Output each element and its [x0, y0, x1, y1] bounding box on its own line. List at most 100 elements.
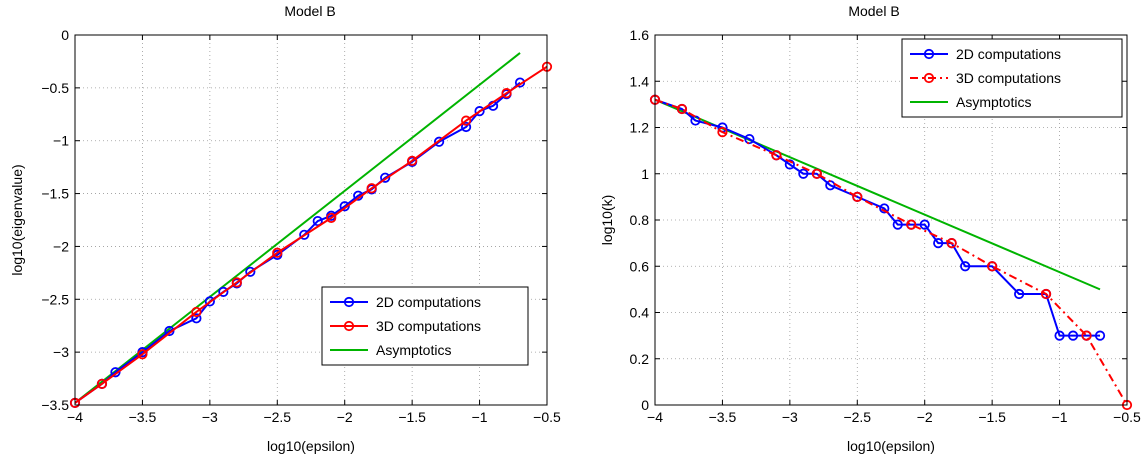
chart-left-ytick-label: −3.5 [41, 397, 69, 413]
chart-left-axes-box [74, 34, 548, 406]
chart-left-legend-marker-3d-computations [343, 320, 355, 332]
chart-right: Model B −4 −3.5 −3 −2.5 −2 −1.5 −1 −0.5 0 0.2 0.4 0… [599, 3, 1141, 454]
chart-left-point-3d-computations [460, 115, 472, 126]
chart-right-point-2d-computations [960, 261, 971, 272]
chart-right-point-3d-computations [676, 103, 688, 115]
chart-left-point-2d-computations [339, 201, 350, 212]
chart-right-xtick-label: −2 [917, 409, 933, 425]
chart-left-point-3d-computations [501, 88, 512, 99]
chart-left-point-2d-computations [460, 121, 472, 133]
chart-right-point-2d-computations [1094, 330, 1106, 341]
chart-right-title: Model B [848, 3, 899, 19]
chart-left-point-3d-computations [137, 349, 148, 360]
chart-right-point-2d-computations [879, 203, 890, 214]
chart-right-point-2d-computations [784, 159, 795, 170]
chart-right-point-2d-computations [798, 168, 809, 179]
chart-left-xtick-label: −2 [337, 409, 353, 425]
chart-left-point-2d-computations [380, 172, 391, 183]
chart-left-point-2d-computations [110, 367, 121, 378]
chart-left-legend-label-3d-computations: 3D computations [376, 318, 481, 334]
chart-right-point-3d-computations [946, 238, 957, 249]
chart-right-ytick-label: 0.6 [630, 258, 650, 274]
chart-right-series-3d-computations [649, 94, 1133, 411]
chart-right-ytick-label: 1 [641, 166, 649, 182]
chart-right-legend-label-asymptotics: Asymptotics [956, 94, 1031, 110]
chart-left-point-2d-computations [299, 229, 310, 240]
chart-right-point-3d-computations [717, 127, 728, 138]
chart-left-point-3d-computations [191, 306, 202, 318]
chart-left-point-2d-computations [245, 266, 256, 277]
chart-left-series-line-asymptotics [74, 52, 521, 404]
chart-right-ylabel: log10(k) [599, 195, 615, 246]
chart-right-point-3d-computations [1040, 288, 1052, 300]
chart-right-xtick-label: −1 [1052, 409, 1068, 425]
chart-right-point-3d-computations [906, 219, 917, 230]
chart-right-xtick-label: −0.5 [1113, 409, 1141, 425]
chart-left-point-3d-computations [272, 247, 283, 258]
chart-left-series-line-2d-computations [74, 81, 521, 404]
chart-right-point-3d-computations [771, 150, 782, 161]
chart-right-point-2d-computations [919, 219, 930, 230]
chart-right-xtick-label: −3 [782, 409, 798, 425]
chart-right-point-3d-computations [852, 191, 863, 202]
chart-right-point-2d-computations [1014, 288, 1025, 300]
chart-right-legend-box [901, 38, 1123, 118]
chart-right-ytick-label: 1.2 [630, 120, 650, 136]
chart-right-point-2d-computations [933, 238, 944, 249]
chart-right-point-2d-computations [892, 219, 903, 230]
chart-left-point-2d-computations [191, 313, 202, 324]
chart-right-ytick-label: 0.4 [630, 305, 650, 321]
chart-right-xtick-label: −2.5 [843, 409, 871, 425]
chart-left-point-2d-computations [204, 296, 215, 307]
chart-right-legend-marker-3d-computations [923, 72, 935, 84]
chart-right-ytick-label: 1.4 [630, 73, 650, 89]
chart-right-xtick-label: −1.5 [978, 409, 1006, 425]
chart-left-ytick-label: −1.5 [41, 186, 69, 202]
chart-left-title: Model B [284, 3, 335, 19]
chart-right-ytick-label: 0.2 [630, 351, 650, 367]
chart-right-point-3d-computations [987, 261, 998, 272]
chart-left-ytick-label: −3 [53, 344, 69, 360]
chart-right-xtick-label: −3.5 [709, 409, 737, 425]
chart-left-point-3d-computations [366, 183, 377, 194]
chart-left-ytick-label: 0 [61, 27, 69, 43]
chart-left-xtick-label: −3 [202, 409, 218, 425]
chart-left-series-asymptotics [74, 52, 521, 404]
chart-left-xtick-label: −0.5 [533, 409, 561, 425]
chart-right-series-line-3d-computations [654, 98, 1128, 406]
chart-right-point-3d-computations [811, 168, 822, 179]
chart-left-point-3d-computations [407, 155, 418, 166]
chart-left-point-3d-computations [326, 212, 337, 223]
chart-left-xlabel: log10(epsilon) [267, 438, 355, 454]
chart-right-point-2d-computations [1067, 330, 1079, 341]
chart-right-ytick-label: 1.6 [630, 27, 650, 43]
chart-left-xtick-label: −1 [472, 409, 488, 425]
chart-left-xtick-label: −2.5 [263, 409, 291, 425]
chart-right-ytick-label: 0.8 [630, 212, 650, 228]
chart-left-series-line-3d-computations [74, 65, 548, 404]
chart-right-legend-marker-2d-computations [923, 48, 935, 60]
chart-left-ytick-label: −2.5 [41, 291, 69, 307]
chart-right-legend-label-2d-computations: 2D computations [956, 46, 1061, 62]
chart-left: Model B −4 −3.5 −3 −2.5 −2 −1.5 −1 −0.5−3.5−3−2… [9, 3, 561, 454]
chart-left-ylabel: log10(eigenvalue) [9, 164, 25, 275]
chart-left-ytick-label: −2 [53, 238, 69, 254]
chart-right-point-2d-computations [1054, 330, 1065, 341]
chart-left-legend-label-asymptotics: Asymptotics [376, 342, 451, 358]
chart-right-point-2d-computations [744, 133, 755, 145]
chart-left-point-3d-computations [231, 277, 242, 288]
chart-right-point-3d-computations [1081, 330, 1092, 341]
chart-left-xtick-label: −4 [67, 409, 83, 425]
chart-left-legend: 2D computations 3D computations Asymptotic… [321, 286, 529, 366]
chart-left-legend-label-2d-computations: 2D computations [376, 294, 481, 310]
chart-left-legend-marker-2d-computations [343, 296, 355, 308]
chart-left-point-3d-computations [96, 378, 108, 389]
chart-right-xlabel: log10(epsilon) [847, 438, 935, 454]
chart-left-point-2d-computations [312, 215, 323, 227]
chart-left-xtick-label: −3.5 [129, 409, 157, 425]
chart-right-legend-label-3d-computations: 3D computations [956, 70, 1061, 86]
chart-right-xtick-label: −4 [647, 409, 663, 425]
chart-left-point-2d-computations [474, 106, 485, 117]
chart-left-point-2d-computations [218, 286, 229, 297]
